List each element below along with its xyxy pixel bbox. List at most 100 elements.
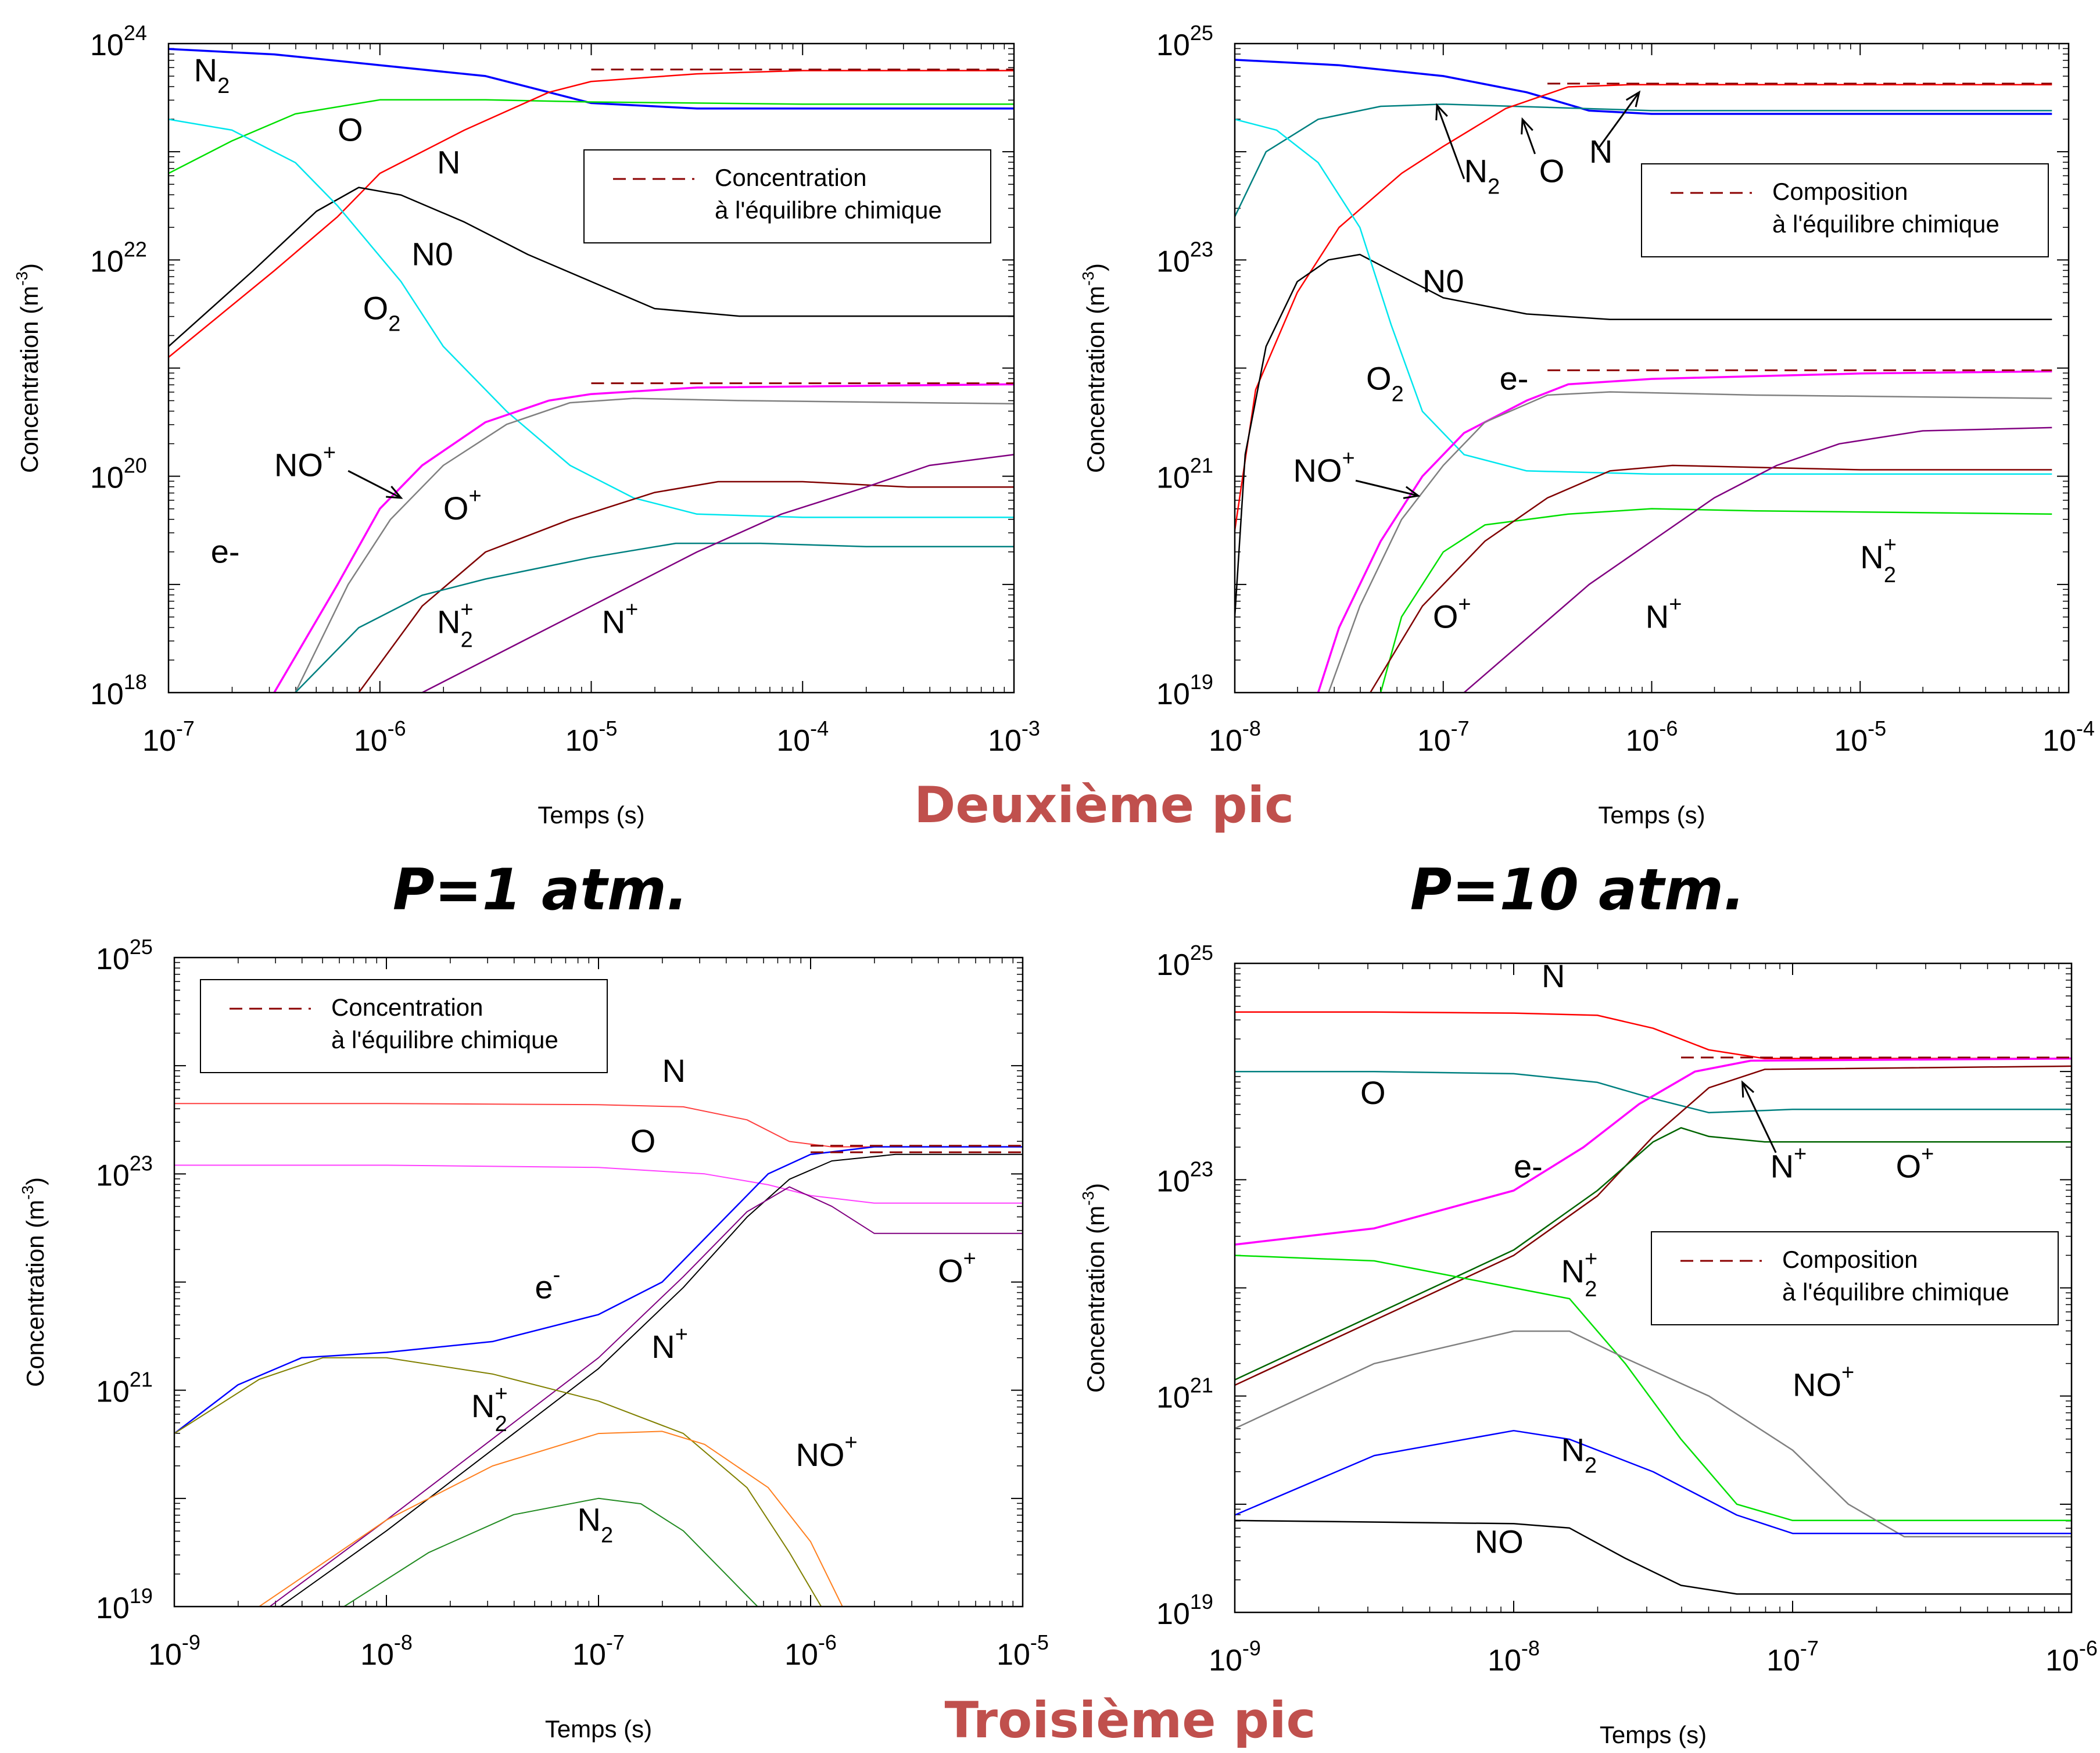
plot-frame [1234, 962, 2073, 1614]
y-tick-label: 1024 [90, 21, 147, 62]
minor-ticks [1235, 44, 2069, 693]
chart-top-left: 10-7 10-6 10-5 10-4 10-3 1018 1020 1022 1024 Temp… [13, 21, 1040, 829]
legend-line1: Concentration [715, 164, 867, 191]
series-line [1379, 508, 2052, 693]
x-tick-label: 10-6 [784, 1630, 837, 1672]
y-tick-label: 1020 [90, 454, 147, 495]
y-tick-label: 1018 [90, 670, 147, 711]
x-tick-label: 10-5 [997, 1630, 1049, 1672]
arrow-head [1625, 90, 1641, 107]
series-line [174, 1357, 822, 1607]
x-tick-label: 10-4 [776, 716, 829, 758]
series-line [169, 187, 1014, 347]
x-tick-label: 10-8 [1209, 716, 1261, 758]
series-line [169, 99, 1014, 174]
species-label: NO+ [1293, 446, 1354, 489]
plot-frame [1234, 42, 2070, 694]
heading-troisieme-pic: Troisième pic [944, 1691, 1316, 1750]
arrow-head [1403, 486, 1421, 499]
species-label: N+ 2 [1561, 1247, 1598, 1302]
y-tick-label: 1021 [96, 1368, 153, 1409]
x-tick-label: 10-7 [142, 716, 195, 758]
species-label: N+ 2 [471, 1382, 508, 1436]
species-label: O [338, 112, 363, 148]
y-tick-label: 1022 [90, 237, 147, 278]
minor-ticks [169, 44, 1014, 693]
heading-p10: P=10 atm. [1410, 857, 1746, 923]
x-tick-label: 10-4 [2042, 716, 2095, 758]
y-axis-label: Concentration (m-3) [13, 263, 43, 473]
species-label: O+ [1896, 1142, 1934, 1185]
y-tick-label: 1021 [1156, 454, 1213, 495]
series-line [1463, 426, 2052, 693]
species-label: N [437, 144, 460, 180]
species-label: NO [1475, 1523, 1524, 1560]
x-tick-label: 10-8 [1488, 1636, 1540, 1677]
species-label: e- [1514, 1148, 1543, 1185]
species-label: N+ [651, 1322, 688, 1365]
y-tick-label: 1025 [1156, 941, 1213, 982]
annotation-arrow [1741, 1082, 1777, 1153]
y-axis-label: Concentration (m-3) [19, 1177, 49, 1387]
series-line [174, 1146, 1023, 1435]
series-line [1328, 391, 2052, 693]
annotation-arrow [1597, 91, 1640, 150]
series-line [1235, 1429, 2072, 1535]
species-label: N [662, 1052, 686, 1089]
series-line [269, 1186, 1023, 1607]
series-line [169, 119, 1014, 518]
species-label: O2 [1366, 360, 1404, 407]
species-label: O [1360, 1074, 1386, 1111]
series-group [1235, 59, 2052, 693]
arrow-head [1741, 1080, 1755, 1098]
heading-p1: P=1 atm. [393, 857, 689, 923]
minor-ticks [1235, 963, 2072, 1612]
annotation-arrow [1521, 119, 1536, 155]
series-line [279, 1153, 1023, 1607]
arrow-head [1521, 117, 1533, 135]
species-label: N [1542, 958, 1565, 994]
x-axis-label: Temps (s) [1598, 801, 1705, 829]
species-label: N+ [1771, 1142, 1807, 1185]
legend: Concentration à l'équilibre chimique [583, 149, 991, 243]
series-line [169, 70, 1014, 358]
species-label: e- [535, 1263, 561, 1305]
species-label: N [1589, 133, 1612, 170]
series-line [1235, 103, 2052, 217]
x-tick-label: 10-5 [565, 716, 618, 758]
y-tick-label: 1023 [1156, 237, 1213, 278]
series-group [1235, 1011, 2072, 1595]
series-line [1235, 1519, 2072, 1595]
legend: Composition à l'équilibre chimique [1641, 163, 2049, 257]
x-tick-label: 10-7 [1417, 716, 1470, 758]
series-line [174, 1164, 1023, 1204]
species-label: e- [211, 533, 240, 570]
species-label: N0 [411, 236, 453, 273]
species-label: O [630, 1123, 656, 1159]
x-tick-label: 10-3 [988, 716, 1040, 758]
series-line [259, 1431, 843, 1607]
minor-ticks [174, 958, 1023, 1607]
y-axis-label: Concentration (m-3) [1079, 1183, 1109, 1393]
plot-frame [167, 42, 1015, 694]
plot-frame [173, 956, 1024, 1608]
series-line [1317, 370, 2052, 693]
x-tick-label: 10-6 [354, 716, 406, 758]
species-label: e- [1500, 360, 1529, 397]
heading-deuxieme-pic: Deuxième pic [914, 776, 1294, 834]
annotation-arrow [347, 470, 402, 499]
legend: Composition à l'équilibre chimique [1651, 1231, 2059, 1325]
legend-line2: à l'équilibre chimique [1772, 210, 1999, 238]
legend-line2: à l'équilibre chimique [1782, 1278, 2009, 1306]
species-label: O2 [363, 290, 401, 336]
x-axis-label: Temps (s) [537, 801, 644, 829]
annotation-arrow [1436, 105, 1465, 180]
legend-line2: à l'équilibre chimique [715, 196, 942, 224]
y-tick-label: 1019 [96, 1584, 153, 1625]
species-label: N+ 2 [1860, 533, 1897, 587]
series-group [169, 48, 1014, 693]
series-group [174, 1103, 1023, 1607]
series-line [1235, 1254, 2072, 1522]
species-label: O+ [443, 484, 482, 526]
